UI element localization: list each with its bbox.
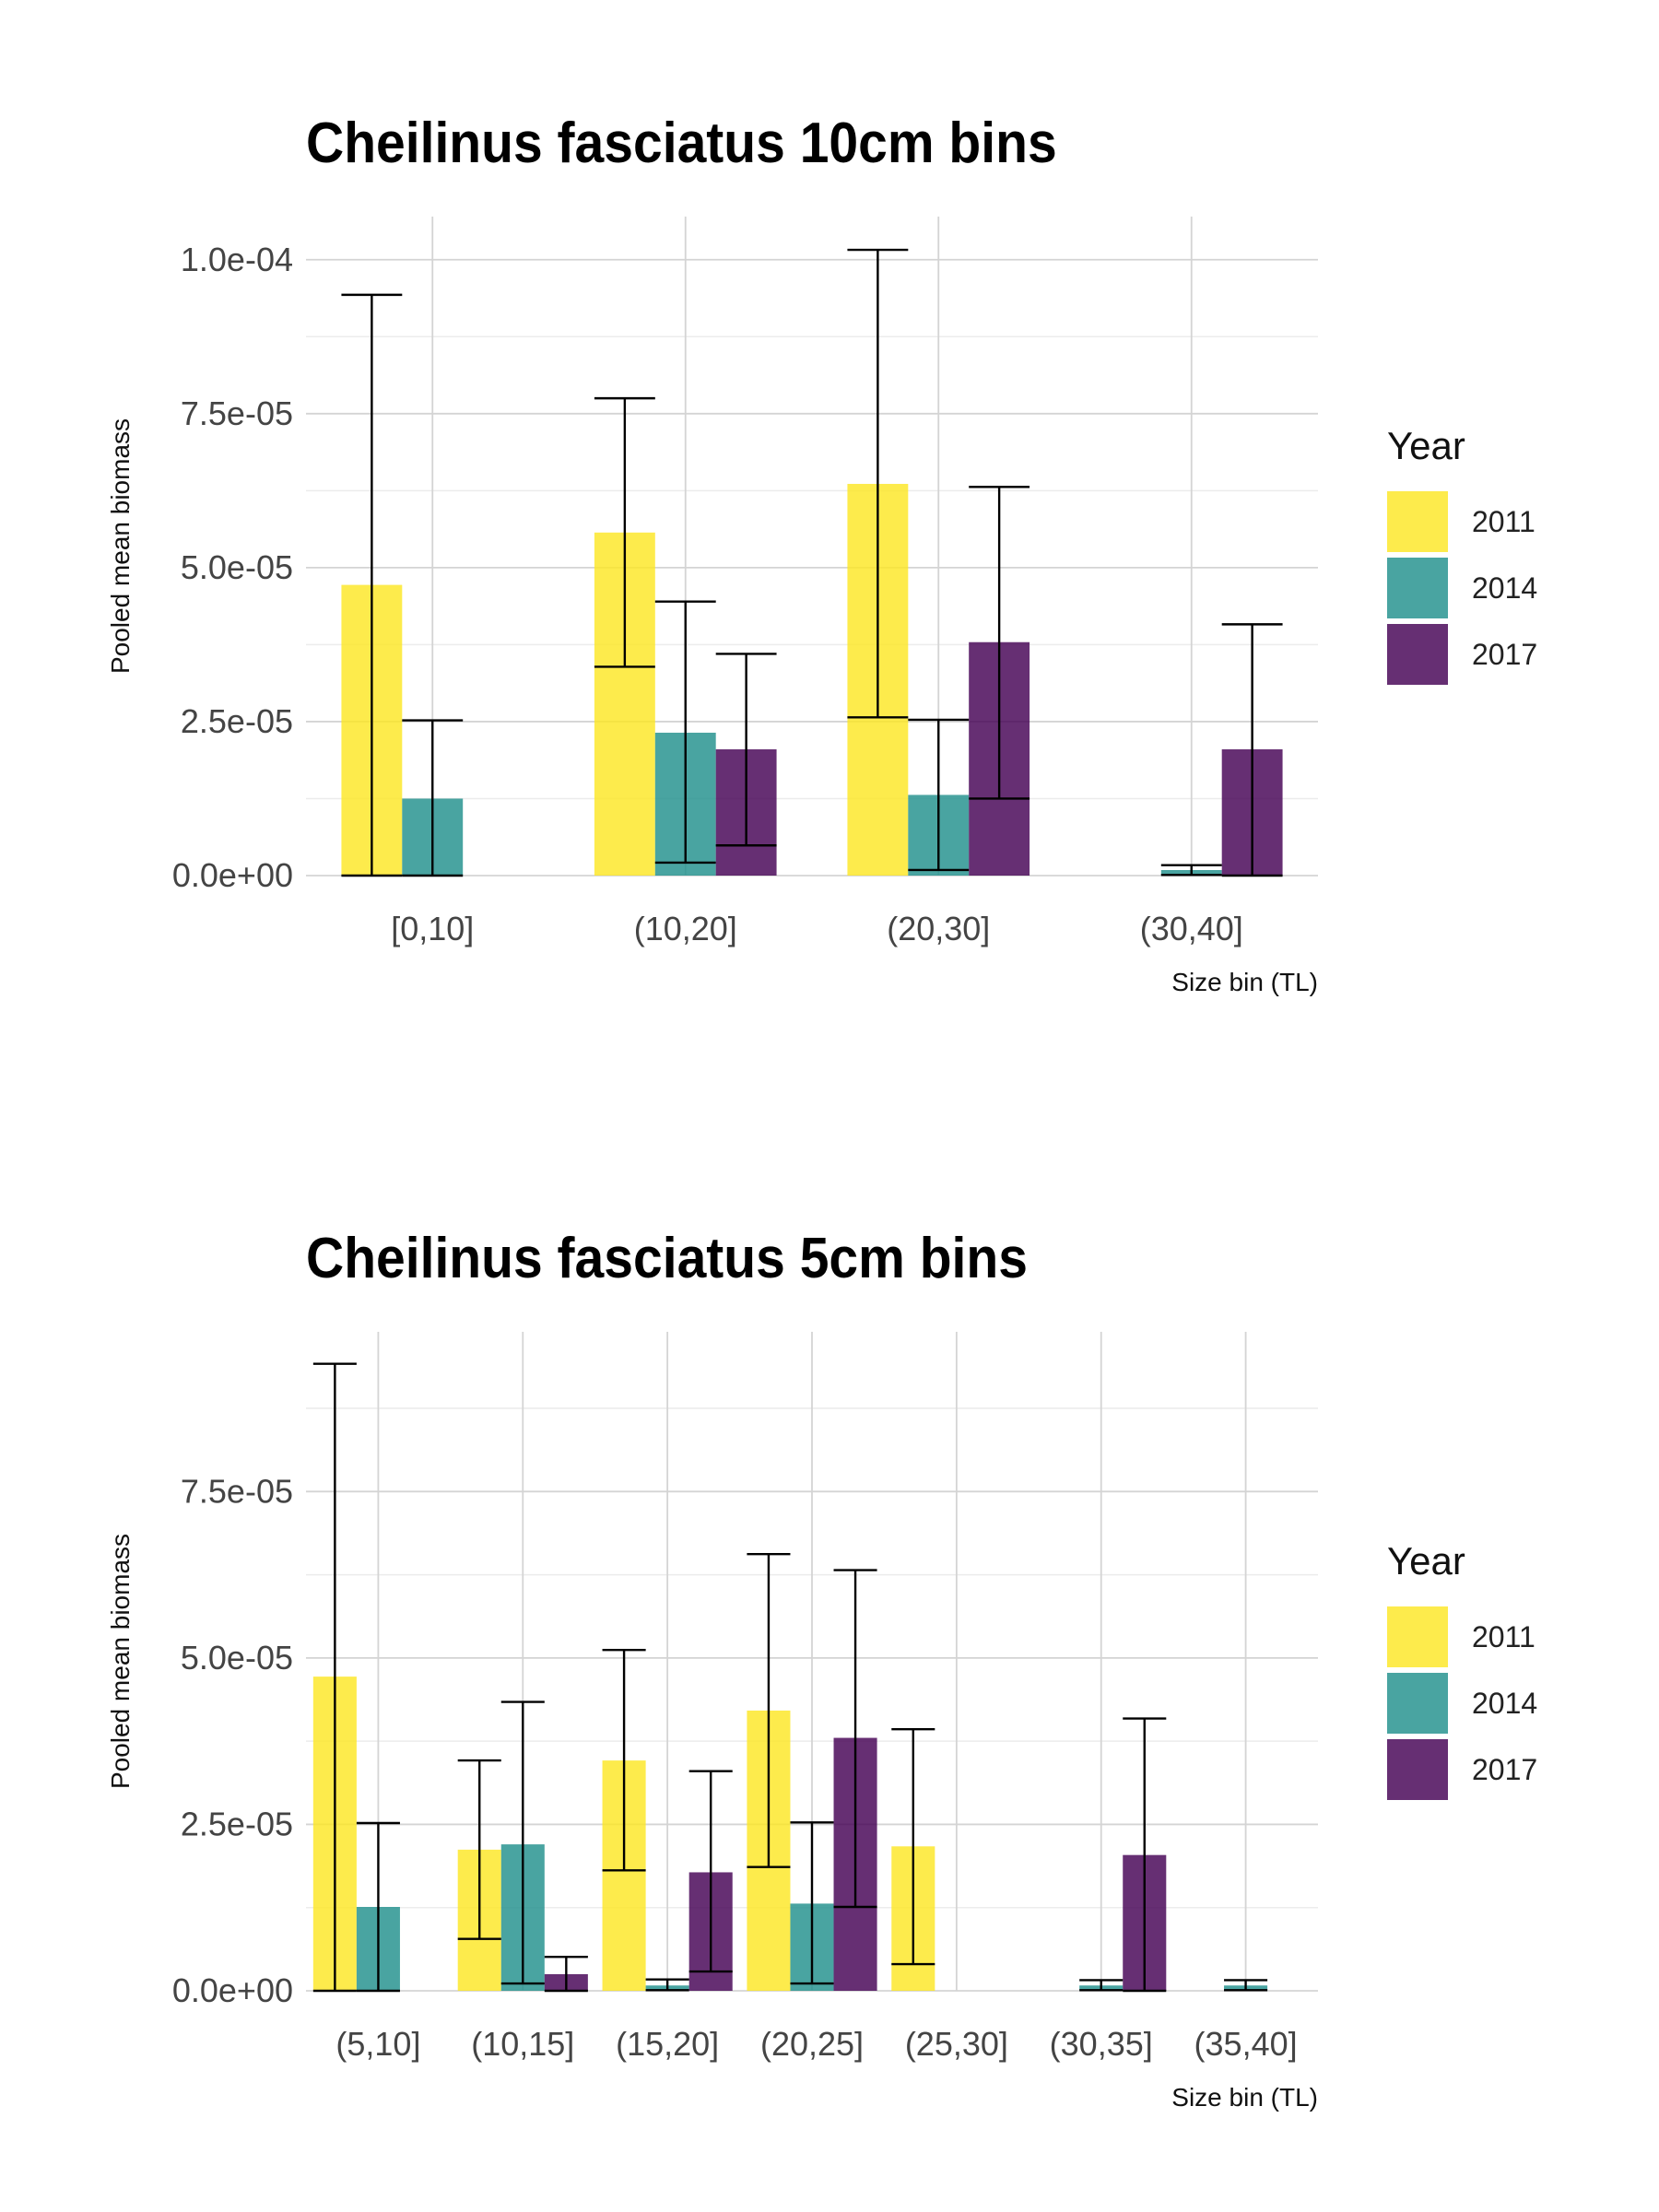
y-tick-label: 0.0e+00 [172,1971,293,2009]
legend-swatch [1387,1673,1448,1734]
legend-swatch [1387,1739,1448,1800]
plot-area: 0.0e+00 2.5e-05 5.0e-05 7.5e-05 1.0e-04 [0,10… [106,217,1318,996]
legend-label: 2014 [1472,571,1538,605]
bars [312,1677,1268,1991]
y-axis: 0.0e+00 2.5e-05 5.0e-05 7.5e-05 1.0e-04 [172,241,293,894]
legend-swatch [1387,1606,1448,1667]
y-axis-title: Pooled mean biomass [106,418,135,674]
chart-title: Cheilinus fasciatus 5cm bins [306,1227,1028,1290]
y-tick-label: 2.5e-05 [181,1805,293,1842]
legend-item-2011: 2011 [1387,488,1537,555]
chart-panel-5cm: Cheilinus fasciatus 5cm bins 0.0e+00 2.5e… [0,1106,1659,2212]
x-tick-label: (10,20] [634,910,737,947]
y-tick-label: 2.5e-05 [181,702,293,740]
x-axis-title: Size bin (TL) [1171,2083,1318,2112]
y-tick-label: 0.0e+00 [172,856,293,894]
y-axis: 0.0e+00 2.5e-05 5.0e-05 7.5e-05 [172,1472,293,2009]
x-tick-label: [0,10] [391,910,474,947]
grid [306,217,1318,877]
legend-item-2017: 2017 [1387,1736,1537,1803]
y-tick-label: 7.5e-05 [181,1472,293,1510]
x-tick-label: (5,10] [335,2025,420,2063]
x-tick-label: (20,25] [760,2025,864,2063]
legend-item-2017: 2017 [1387,621,1537,688]
y-tick-label: 5.0e-05 [181,1639,293,1677]
x-tick-label: (10,15] [471,2025,574,2063]
x-tick-label: (30,40] [1140,910,1243,947]
legend-item-2014: 2014 [1387,1670,1537,1736]
legend-item-2014: 2014 [1387,555,1537,621]
y-axis-title: Pooled mean biomass [106,1534,135,1789]
legend-swatch [1387,624,1448,685]
legend-title: Year [1387,424,1465,467]
plot-area: 0.0e+00 2.5e-05 5.0e-05 7.5e-05 (5,10] (10,15… [106,1332,1318,2112]
x-axis: [0,10] (10,20] (20,30] (30,40] [391,910,1243,947]
chart-title: Cheilinus fasciatus 10cm bins [306,112,1057,175]
legend-title: Year [1387,1539,1465,1583]
x-tick-label: (35,40] [1194,2025,1298,2063]
x-tick-label: (30,35] [1050,2025,1153,2063]
x-tick-label: (15,20] [616,2025,719,2063]
error-bars [312,1362,1268,1993]
legend-swatch [1387,558,1448,618]
y-tick-label: 5.0e-05 [181,548,293,586]
legend-swatch [1387,491,1448,552]
legend: Year 2011 2014 2017 [1387,424,1537,688]
x-axis-title: Size bin (TL) [1171,968,1318,996]
chart-panel-10cm: Cheilinus fasciatus 10cm bins 0.0e+00 2.5… [106,112,1537,996]
bars [341,484,1283,876]
y-tick-label: 7.5e-05 [181,394,293,432]
x-tick-label: (20,30] [887,910,990,947]
x-axis: (5,10] (10,15] (15,20] (20,25] (25,30] (30,35… [335,2025,1297,2063]
legend-label: 2014 [1472,1686,1538,1720]
legend-label: 2017 [1472,637,1538,671]
error-bars [341,248,1283,877]
legend-label: 2011 [1472,504,1535,538]
legend-label: 2011 [1472,1619,1535,1653]
x-tick-label: (25,30] [905,2025,1008,2063]
y-tick-label: 1.0e-04 [181,241,293,278]
legend: Year 2011 2014 2017 [1387,1539,1537,1803]
legend-item-2011: 2011 [1387,1604,1537,1670]
legend-label: 2017 [1472,1752,1538,1786]
